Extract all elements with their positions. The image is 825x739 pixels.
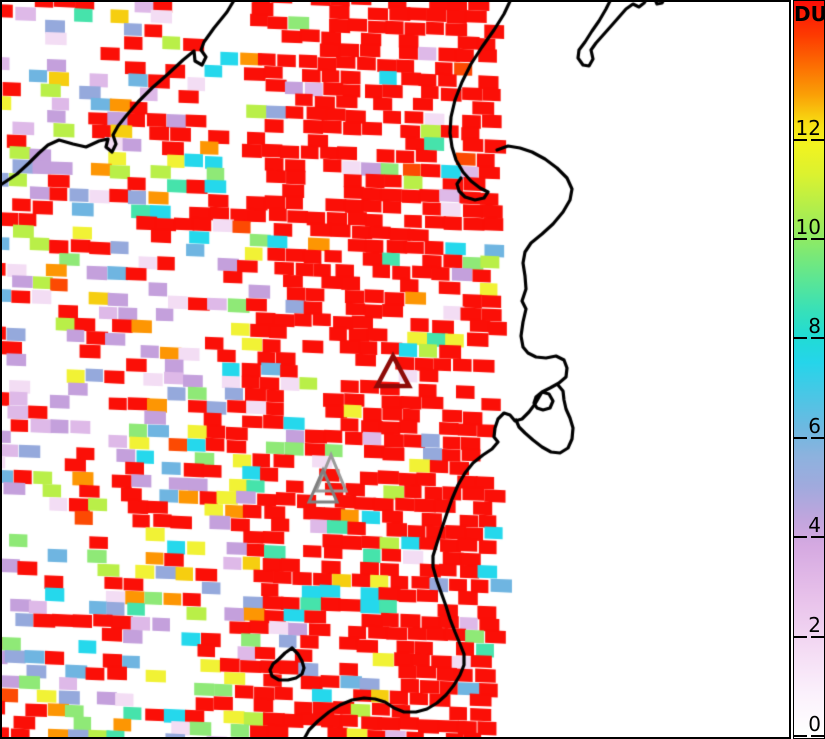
colorbar-unit-label: DU [794,2,825,26]
colorbar-tick-label: 0 [808,712,821,736]
colorbar-tick-label: 8 [808,314,821,339]
colorbar-tick-label: 10 [795,215,821,239]
colorbar-tick-label: 4 [808,513,821,538]
tick-dash-left [794,138,807,141]
tick-dash-right [811,138,824,141]
tick-dash-right [811,735,824,737]
colorbar: DU 0 2 4 6 8 10 12 [793,0,825,739]
colorbar-tick-label: 6 [808,413,821,438]
tick-dash-left [794,536,807,539]
tick-dash-right [811,436,824,439]
tick-dash-right [811,337,824,340]
colorbar-tick-label: 12 [795,115,821,140]
tick-dash-left [794,735,807,737]
tick-dash-right [811,238,824,240]
satellite-pixel-data-canvas [0,0,791,739]
tick-dash-left [794,436,807,439]
tick-dash-left [794,635,807,638]
tick-dash-left [794,238,807,240]
tick-dash-left [794,337,807,340]
tick-dash-right [811,536,824,539]
tick-dash-right [811,635,824,638]
map-plot-area [0,0,791,739]
colorbar-tick-label: 2 [808,612,821,637]
colorbar-gradient [794,1,824,738]
